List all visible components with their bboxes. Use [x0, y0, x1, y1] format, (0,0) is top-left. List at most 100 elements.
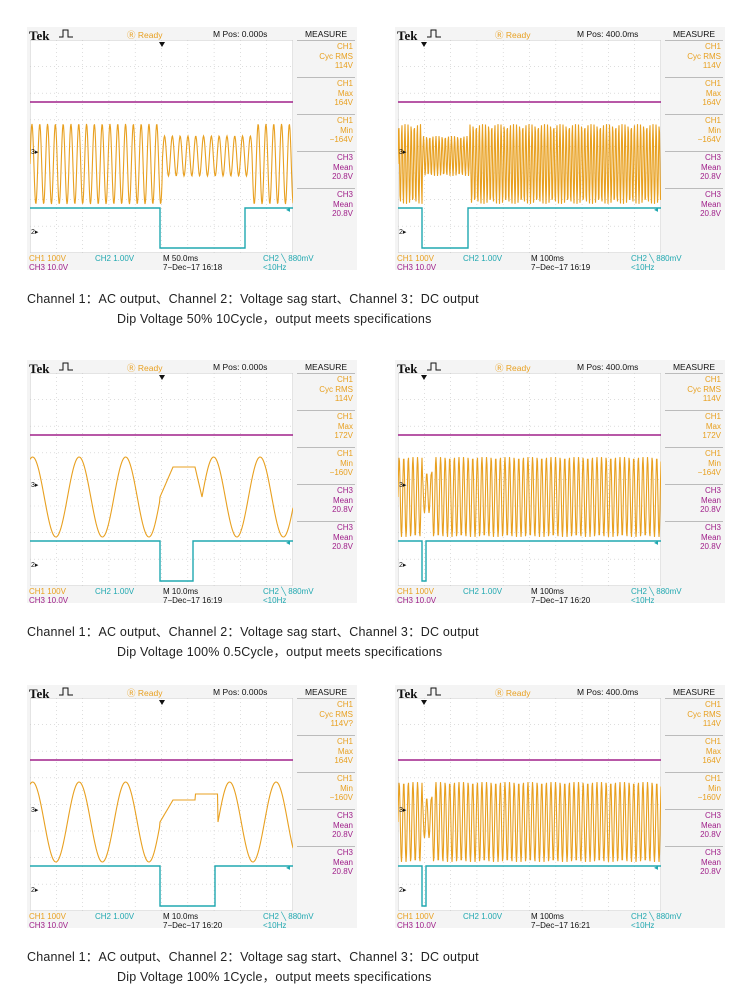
waveform-graticule: 3▸ 2▸ ◂: [30, 40, 293, 253]
ch2-scale: CH2 1.00V: [463, 254, 503, 263]
timebase-readout: M 100ms: [531, 912, 564, 921]
acquisition-status: Ⓡ Ready: [127, 29, 162, 41]
measure-value: −160V: [697, 793, 721, 802]
ch2-sag-start-trace: [398, 865, 661, 907]
acquisition-status: Ⓡ Ready: [127, 687, 162, 699]
frequency-readout: <10Hz: [631, 263, 655, 272]
measure-channel: CH1: [704, 42, 721, 51]
measure-type: Min: [708, 125, 721, 135]
acquisition-status: Ⓡ Ready: [495, 687, 530, 699]
ch1-ac-output-trace: [30, 781, 293, 863]
measure-type: Cyc RMS: [319, 709, 353, 719]
measure-channel: CH1: [336, 774, 353, 783]
measure-value: 114V: [702, 719, 721, 728]
measure-type: Cyc RMS: [687, 51, 721, 61]
caption-channels: Channel 1：AC output、Channel 2：Voltage sa…: [27, 950, 479, 964]
brand-label: Tek: [29, 28, 50, 43]
trigger-pulse-icon: [427, 29, 441, 38]
ch3-marker-icon: 3▸: [31, 482, 39, 489]
ch1-scale: CH1 100V: [29, 912, 66, 921]
measure-channel: CH1: [704, 774, 721, 783]
ch1-scale: CH1 100V: [397, 587, 434, 596]
ch2-sag-start-trace: [398, 207, 661, 249]
timebase-readout: M 100ms: [531, 254, 564, 263]
measurement-item: CH1 Cyc RMS 114V: [665, 373, 723, 410]
measure-type: Max: [705, 421, 721, 431]
measure-value: 164V: [702, 756, 721, 765]
status-footer: CH1 100V CH2 1.00V M 50.0ms CH2 ╲ 880mV CH3 …: [27, 254, 357, 272]
measure-type: Mean: [332, 820, 353, 830]
measure-value: 172V: [334, 431, 353, 440]
measure-value: 114V: [702, 61, 721, 70]
measure-type: Mean: [700, 495, 721, 505]
measurement-item: CH3 Mean 20.8V: [665, 151, 723, 188]
measure-channel: CH3: [336, 153, 353, 162]
waveform-graticule: 3▸ 2▸ ◂: [30, 698, 293, 911]
measure-value: −164V: [697, 135, 721, 144]
measure-type: Cyc RMS: [319, 384, 353, 394]
frequency-readout: <10Hz: [263, 921, 287, 930]
measure-channel: CH1: [336, 449, 353, 458]
measure-type: Mean: [332, 857, 353, 867]
caption-result: Dip Voltage 100% 0.5Cycle，output meets s…: [117, 645, 443, 659]
measure-title: MEASURE: [304, 687, 348, 697]
ch3-marker-icon: 3▸: [399, 149, 407, 156]
measure-channel: CH1: [336, 375, 353, 384]
measure-value: −164V: [697, 468, 721, 477]
ready-icon: Ⓡ: [127, 30, 138, 40]
brand-label: Tek: [29, 686, 50, 701]
status-footer: CH1 100V CH2 1.00V M 100ms CH2 ╲ 880mV CH3 1…: [395, 587, 725, 605]
measure-type: Mean: [700, 199, 721, 209]
measure-type: Max: [705, 746, 721, 756]
horizontal-position: M Pos: 400.0ms: [577, 362, 639, 372]
figure-caption: Channel 1：AC output、Channel 2：Voltage sa…: [27, 289, 479, 329]
trigger-readout: CH2 ╲ 880mV: [631, 254, 682, 263]
measure-value: 20.8V: [700, 172, 721, 181]
measure-channel: CH1: [704, 737, 721, 746]
measure-type: Mean: [332, 495, 353, 505]
measure-value: 164V: [334, 756, 353, 765]
waveform-graticule: 3▸ 2▸ ◂: [398, 698, 661, 911]
measure-type: Min: [340, 125, 353, 135]
ch2-marker-icon: 2▸: [31, 229, 39, 236]
horizontal-position: M Pos: 0.000s: [213, 29, 268, 39]
measure-value: −160V: [329, 793, 353, 802]
ch2-marker-icon: 2▸: [399, 562, 407, 569]
horizontal-position: M Pos: 400.0ms: [577, 29, 639, 39]
measure-value: 20.8V: [332, 505, 353, 514]
trigger-readout: CH2 ╲ 880mV: [263, 254, 314, 263]
status-text: Ready: [137, 363, 163, 373]
oscilloscope-screen: Tek Ⓡ Ready M Pos: 400.0ms MEASURE 3▸ 2▸ ◂ CH1 C…: [395, 360, 725, 605]
measurement-item: CH1 Max 164V: [297, 77, 355, 114]
acquisition-status: Ⓡ Ready: [495, 29, 530, 41]
caption-result: Dip Voltage 100% 1Cycle，output meets spe…: [117, 970, 432, 984]
timebase-readout: M 50.0ms: [163, 254, 199, 263]
ready-icon: Ⓡ: [495, 363, 506, 373]
measurement-item: CH1 Cyc RMS 114V: [665, 40, 723, 77]
measure-value: 20.8V: [332, 830, 353, 839]
measure-value: 20.8V: [700, 505, 721, 514]
ch2-sag-start-trace: [30, 540, 293, 582]
trigger-position-icon: [159, 42, 165, 47]
measure-title: MEASURE: [672, 687, 716, 697]
measure-value: 20.8V: [700, 867, 721, 876]
brand-label: Tek: [397, 361, 418, 376]
oscilloscope-screen: Tek Ⓡ Ready M Pos: 0.000s MEASURE 3▸ 2▸ ◂ CH1 Cy…: [27, 360, 357, 605]
measure-type: Mean: [700, 820, 721, 830]
measurement-item: CH3 Mean 20.8V: [665, 809, 723, 846]
caption-channels: Channel 1：AC output、Channel 2：Voltage sa…: [27, 292, 479, 306]
measure-value: 20.8V: [332, 542, 353, 551]
measure-value: 114V: [334, 394, 353, 403]
measure-value: 20.8V: [332, 209, 353, 218]
measure-channel: CH1: [336, 737, 353, 746]
horizontal-position: M Pos: 0.000s: [213, 362, 268, 372]
measure-type: Cyc RMS: [687, 709, 721, 719]
measure-channel: CH3: [336, 486, 353, 495]
ch3-scale: CH3 10.0V: [397, 596, 437, 605]
measure-type: Mean: [700, 532, 721, 542]
measurement-panel: CH1 Cyc RMS 114V CH1 Max 172V CH1 Min −164V CH3 Me…: [665, 373, 723, 558]
measurement-item: CH1 Cyc RMS 114V?: [297, 698, 355, 735]
ch3-marker-icon: 3▸: [31, 149, 39, 156]
measurement-item: CH1 Min −164V: [665, 114, 723, 151]
measure-type: Min: [340, 458, 353, 468]
